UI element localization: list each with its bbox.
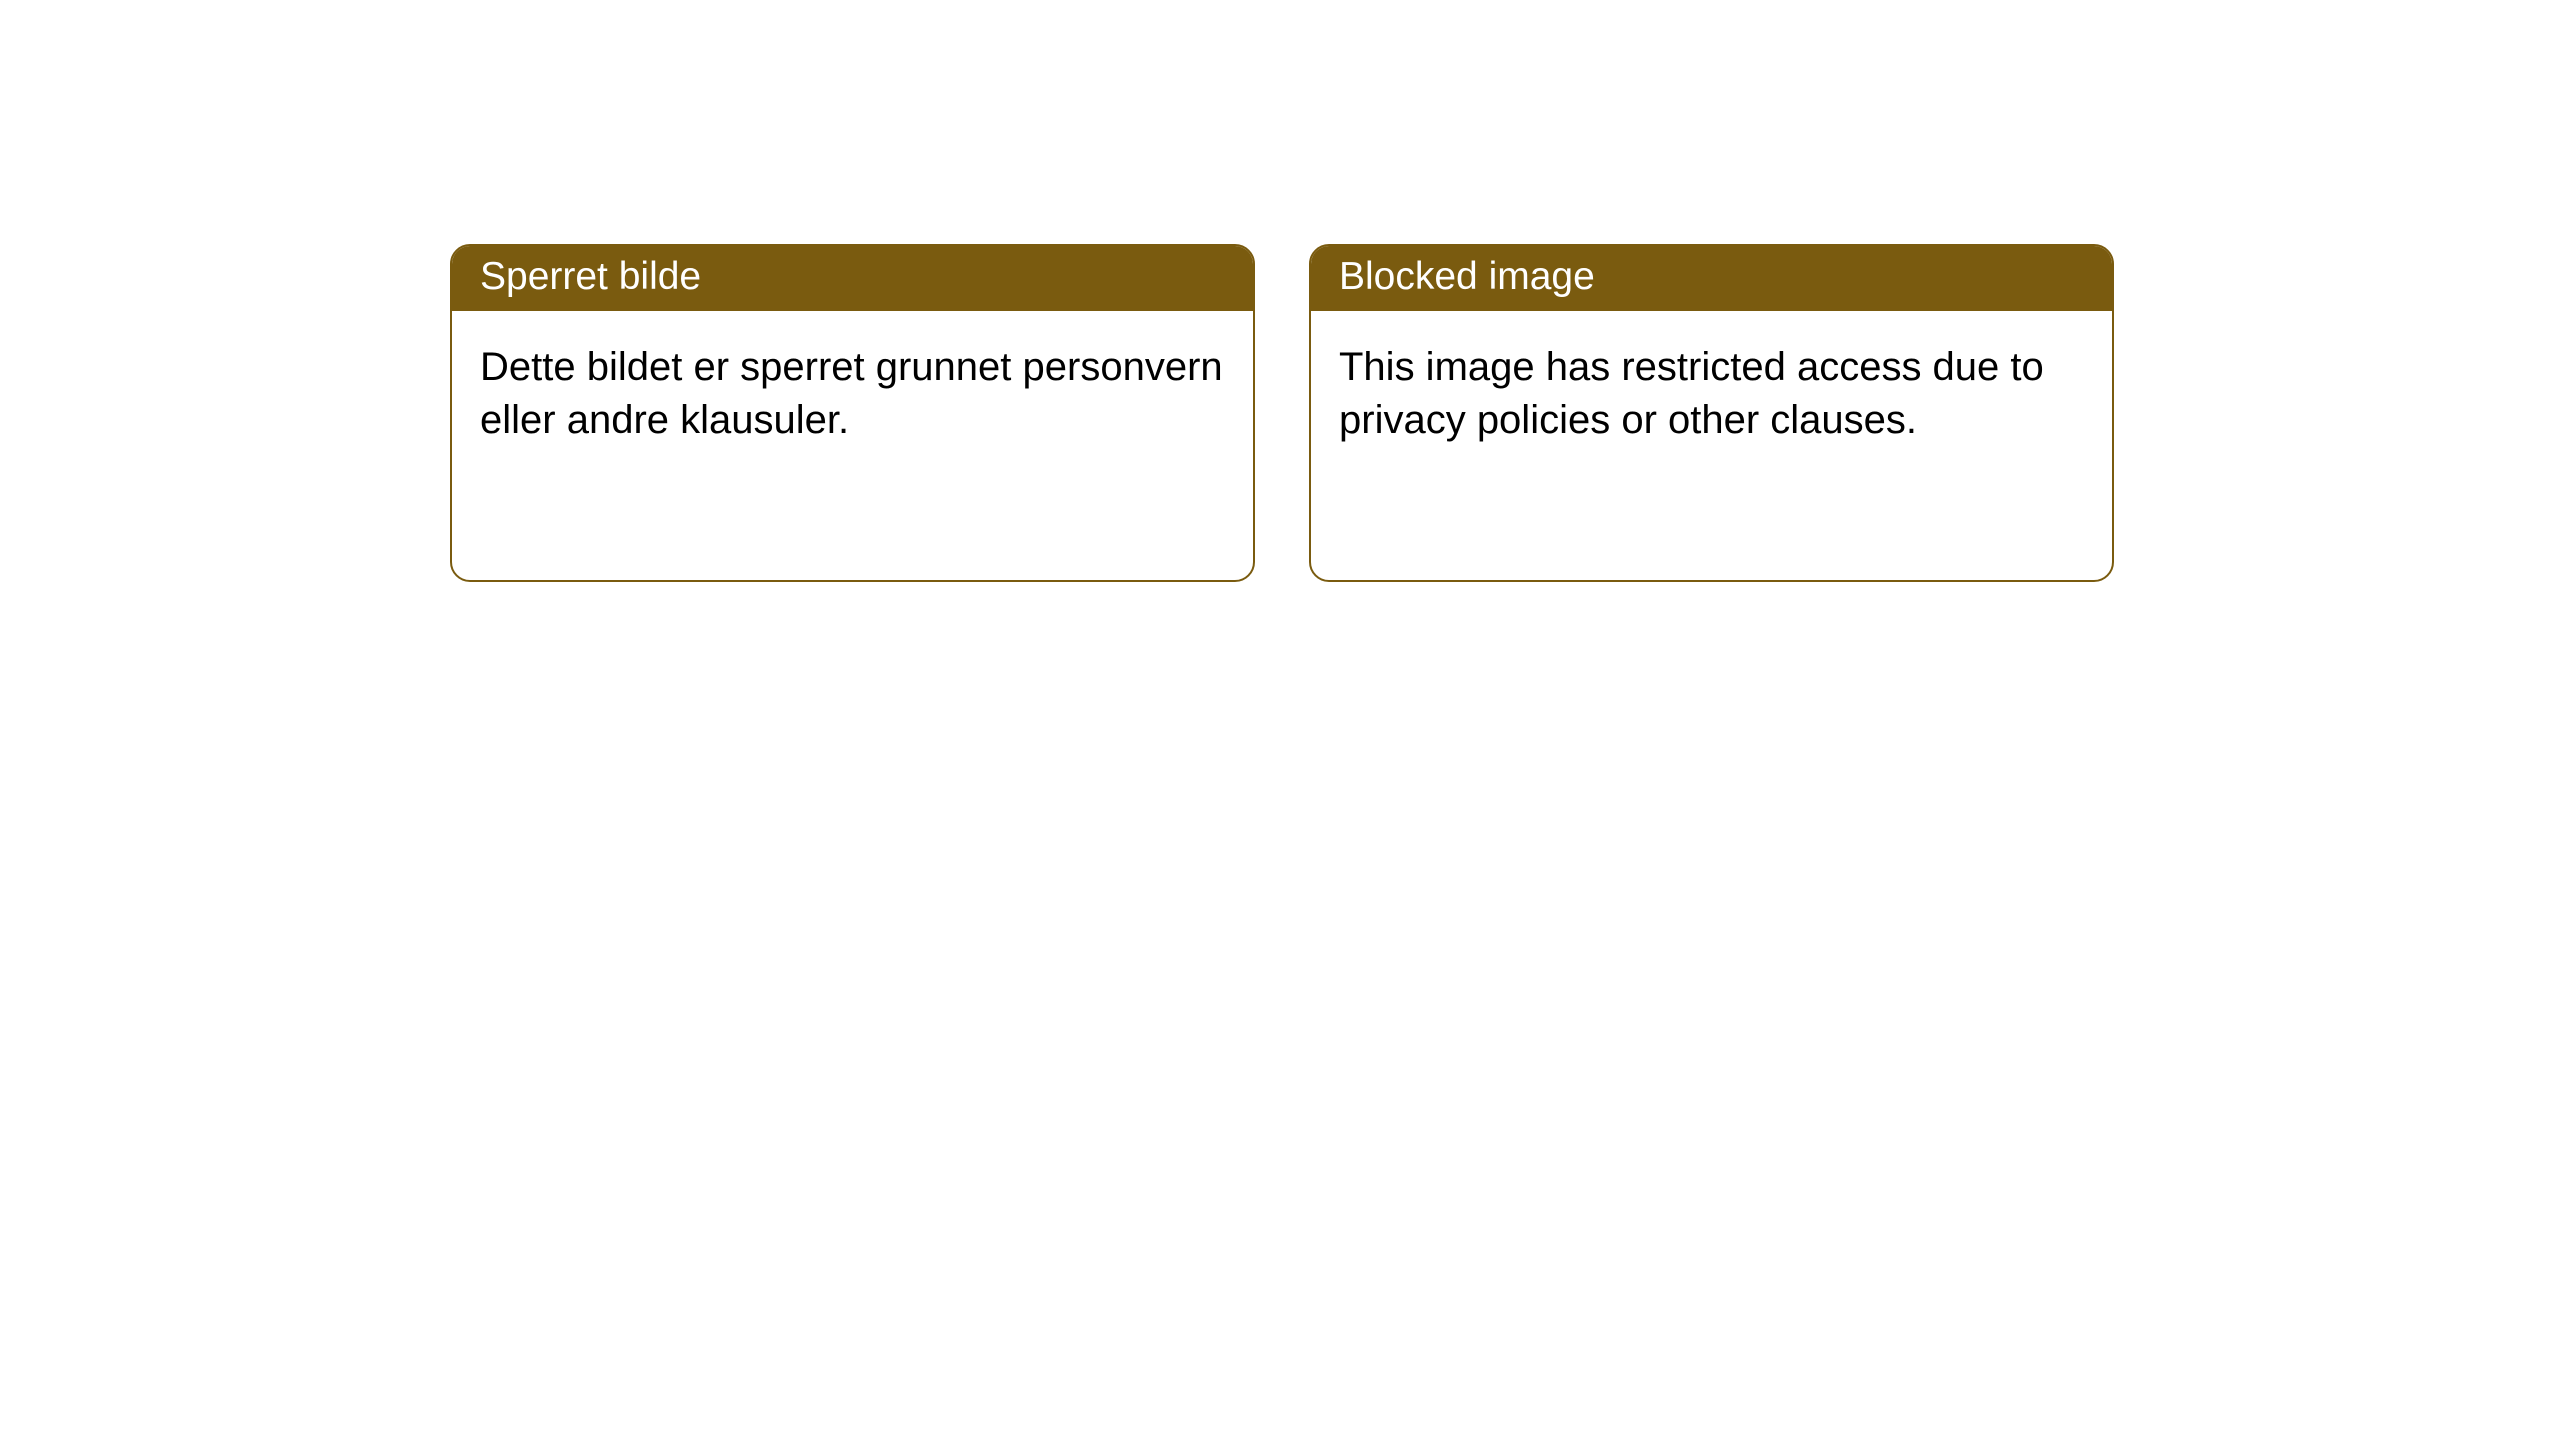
notice-header: Blocked image: [1311, 246, 2112, 311]
notice-container: Sperret bilde Dette bildet er sperret gr…: [0, 0, 2560, 582]
notice-box-norwegian: Sperret bilde Dette bildet er sperret gr…: [450, 244, 1255, 582]
notice-header: Sperret bilde: [452, 246, 1253, 311]
notice-body: This image has restricted access due to …: [1311, 311, 2112, 477]
notice-body: Dette bildet er sperret grunnet personve…: [452, 311, 1253, 477]
notice-box-english: Blocked image This image has restricted …: [1309, 244, 2114, 582]
